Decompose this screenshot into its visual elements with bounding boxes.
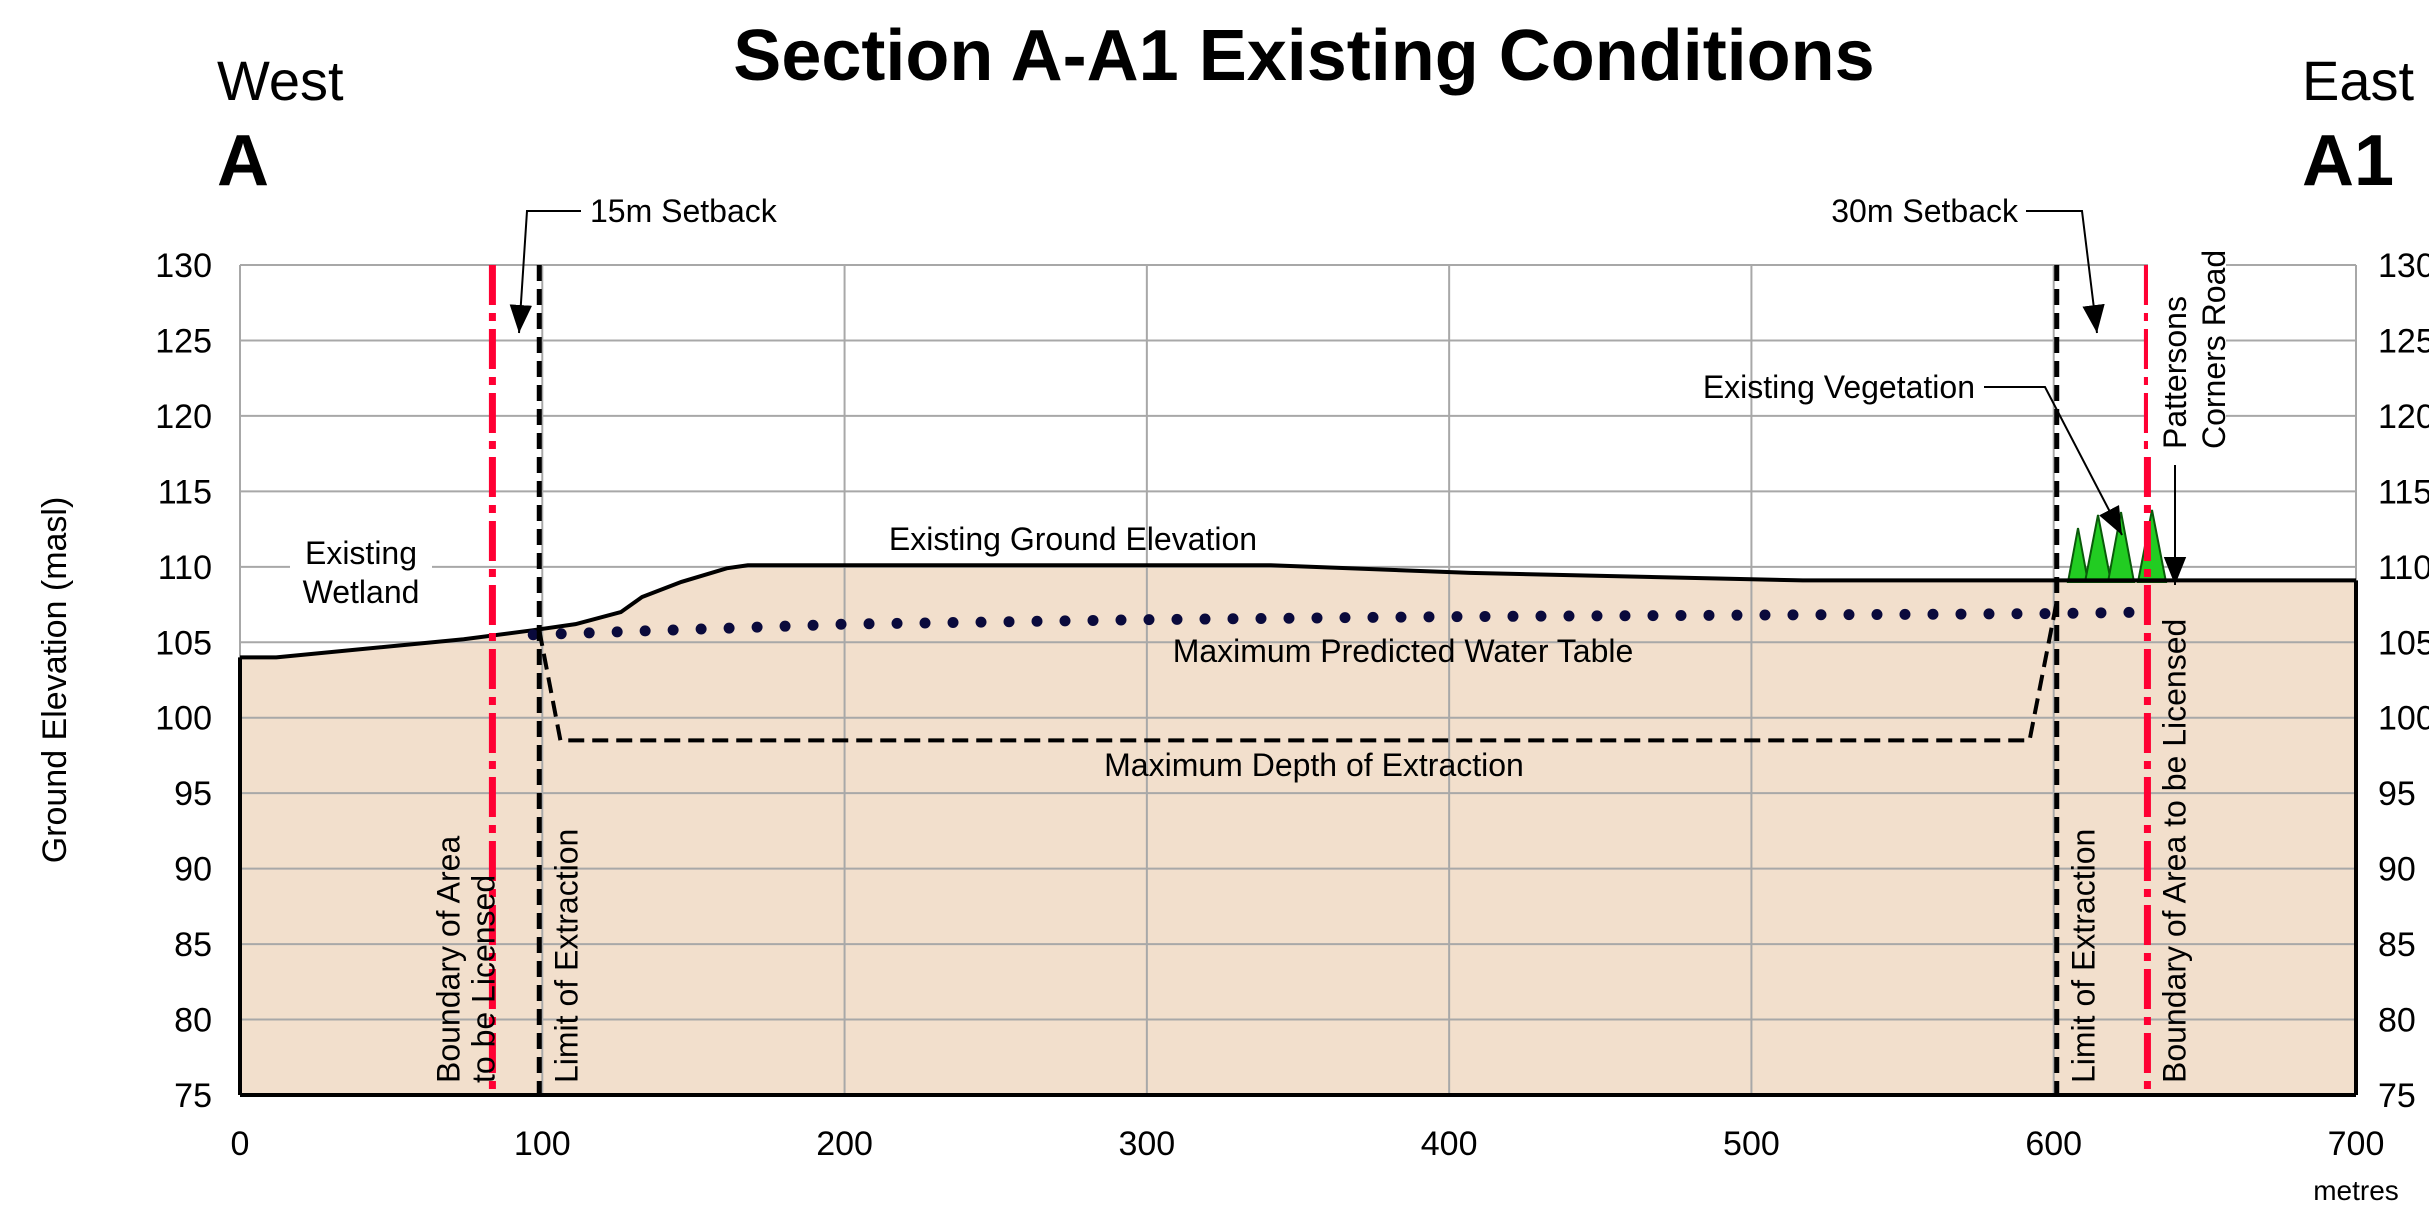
foreground-layer: 75 75 80 80 85 85 90 90 95 95 100 100 105 105 110 110 11… bbox=[155, 247, 2429, 1163]
y-tick-label: 100 bbox=[155, 700, 212, 738]
x-tick-label: 400 bbox=[1421, 1125, 1478, 1163]
y-tick-label-right: 110 bbox=[2378, 549, 2429, 587]
y-tick-label-right: 125 bbox=[2378, 322, 2429, 360]
y-tick-label-right: 75 bbox=[2378, 1077, 2416, 1115]
x-tick-label: 500 bbox=[1723, 1125, 1780, 1163]
east-section: A1 bbox=[2302, 121, 2394, 201]
series-label: Maximum Predicted Water Table bbox=[1173, 633, 1634, 669]
y-tick-label: 85 bbox=[174, 926, 212, 964]
leader bbox=[2026, 210, 2105, 334]
tree bbox=[2066, 527, 2090, 583]
x-tick-label: 200 bbox=[816, 1125, 873, 1163]
x-tick-label: 700 bbox=[2328, 1125, 2385, 1163]
y-tick-label: 80 bbox=[174, 1002, 212, 1040]
y-tick-label: 110 bbox=[158, 549, 212, 587]
east-label: East bbox=[2302, 49, 2414, 112]
vertical-label: Boundary of Area to be Licensed bbox=[2156, 619, 2192, 1083]
x-unit: metres bbox=[2313, 1175, 2399, 1206]
y-tick-label-right: 85 bbox=[2378, 926, 2416, 964]
tree bbox=[2083, 514, 2113, 583]
x-tick-label: 0 bbox=[231, 1125, 250, 1163]
leader bbox=[1984, 386, 2123, 536]
label-bg bbox=[2148, 235, 2226, 450]
y-tick-label: 115 bbox=[158, 473, 212, 511]
label-bg bbox=[290, 530, 432, 610]
y-tick-label: 105 bbox=[155, 624, 212, 662]
annotation: Corners Road bbox=[2196, 250, 2232, 449]
vegetation bbox=[2066, 509, 2168, 583]
x-tick-label: 300 bbox=[1118, 1125, 1175, 1163]
y-tick-label: 75 bbox=[174, 1077, 212, 1115]
x-tick-label: 600 bbox=[2025, 1125, 2082, 1163]
series-line bbox=[240, 563, 2356, 660]
y-tick-label-right: 80 bbox=[2378, 1002, 2416, 1040]
annotation: Existing bbox=[305, 535, 417, 571]
y-tick-label-right: 105 bbox=[2378, 624, 2429, 662]
vertical-label: to be Licensed bbox=[465, 875, 501, 1083]
vertical-label: Boundary of Area bbox=[430, 836, 466, 1083]
ground-fill bbox=[240, 565, 2356, 1095]
annotation: 30m Setback bbox=[1831, 193, 2019, 229]
y-tick-label-right: 130 bbox=[2378, 247, 2429, 285]
west-label: West bbox=[217, 49, 344, 112]
annotation: Existing Vegetation bbox=[1703, 369, 1975, 405]
series-label: Maximum Depth of Extraction bbox=[1104, 747, 1524, 783]
y-tick-label: 130 bbox=[155, 247, 212, 285]
tree bbox=[2136, 509, 2168, 583]
background-layer bbox=[239, 264, 2357, 1096]
y-tick-label-right: 90 bbox=[2378, 851, 2416, 889]
y-tick-label-right: 120 bbox=[2378, 398, 2429, 436]
vertical-label: Limit of Extraction bbox=[2066, 829, 2102, 1083]
y-tick-label-right: 115 bbox=[2378, 473, 2429, 511]
y-tick-label: 120 bbox=[155, 398, 212, 436]
x-tick-label: 100 bbox=[514, 1125, 571, 1163]
y-tick-label-right: 95 bbox=[2378, 775, 2416, 813]
y-axis-label: Ground Elevation (masl) bbox=[36, 497, 74, 864]
annotation: Pattersons bbox=[2157, 296, 2193, 449]
y-tick-label-right: 100 bbox=[2378, 700, 2429, 738]
vertical-label: Limit of Extraction bbox=[548, 829, 584, 1083]
y-tick-label: 95 bbox=[174, 775, 212, 813]
chart-title: Section A-A1 Existing Conditions bbox=[733, 16, 1874, 96]
tree bbox=[2106, 511, 2136, 583]
leader bbox=[509, 210, 581, 334]
series-line bbox=[527, 606, 2150, 641]
series-line bbox=[537, 601, 2059, 743]
y-tick-label: 90 bbox=[174, 851, 212, 889]
series-label: Existing Ground Elevation bbox=[889, 521, 1257, 557]
annotation: Wetland bbox=[303, 574, 420, 610]
annotation: 15m Setback bbox=[590, 193, 778, 229]
y-tick-label: 125 bbox=[155, 322, 212, 360]
west-section: A bbox=[217, 121, 269, 201]
